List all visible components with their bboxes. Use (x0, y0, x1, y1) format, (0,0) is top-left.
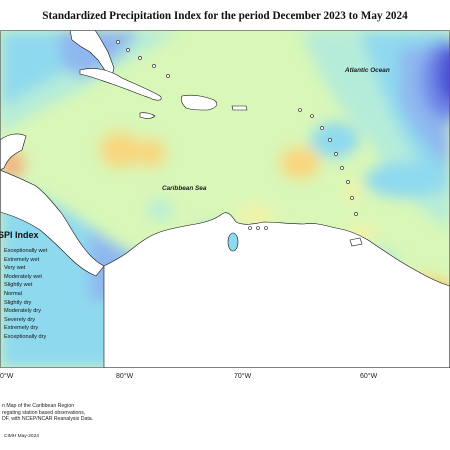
legend-item: Severely dry (4, 316, 36, 323)
lon-tick-0: 0°W (0, 373, 14, 380)
land-antilles-6 (340, 166, 344, 170)
legend-item: Slightly wet (4, 282, 33, 289)
label-caribbean-sea: Caribbean Sea (162, 185, 207, 192)
wet-zone-east-caribbean (311, 122, 359, 158)
land-mexico (0, 133, 27, 171)
legend-item: Very wet (4, 265, 26, 272)
copyright-note: CIMH May-2024 (4, 434, 39, 439)
legend-title: SPI Index (0, 230, 39, 240)
spi-map: Atlantic Ocean Caribbean Sea (0, 30, 450, 368)
wet-zone-antilles (365, 162, 445, 198)
lake-maracaibo (227, 232, 239, 252)
land-abc-1 (248, 226, 252, 230)
legend-item: Moderately wet (4, 273, 42, 280)
land-bahamas-4 (152, 64, 156, 68)
land-hispaniola (180, 94, 218, 111)
label-atlantic-ocean: Atlantic Ocean (344, 67, 390, 74)
land-antilles-8 (350, 196, 354, 200)
map-credit: n Map of the Caribbean Region regating st… (2, 403, 93, 423)
land-antilles-7 (346, 180, 350, 184)
land-antilles-4 (328, 138, 332, 142)
dry-zone-puerto-rico (280, 147, 320, 179)
dry-zone-hispaniola-west (134, 139, 166, 167)
land-antilles-9 (354, 212, 358, 216)
lon-tick-2: 70°W (234, 373, 252, 380)
credit-line: regating station based observations, (2, 409, 86, 416)
wet-core-east-max (438, 47, 450, 103)
land-south-america (103, 212, 450, 368)
land-central-america (0, 169, 105, 277)
land-jamaica (139, 112, 156, 119)
land-bahamas-5 (166, 74, 170, 78)
legend-item: Extremely wet (4, 256, 40, 263)
dry-zone-north-venezuela (237, 205, 273, 225)
legend-item: Normal (4, 290, 23, 297)
lon-tick-1: 80°W (116, 373, 134, 380)
land-antilles-1 (298, 108, 302, 112)
legend-item: Exceptionally dry (4, 333, 47, 340)
land-abc-3 (264, 226, 268, 230)
land-bahamas-3 (138, 56, 142, 60)
map-title: Standardized Precipitation Index for the… (42, 10, 408, 22)
land-puerto-rico (231, 105, 248, 111)
land-bahamas-1 (116, 40, 120, 44)
dry-zone-lesser-antilles (343, 183, 361, 201)
land-trinidad (349, 237, 363, 247)
land-antilles-5 (334, 152, 338, 156)
legend-item: Extremely dry (4, 325, 39, 332)
land-antilles-3 (320, 126, 324, 130)
land-masses (0, 30, 450, 368)
credit-line: DF, with NCEP/NCAR Reanalysis Data. (2, 416, 94, 423)
legend-item: Moderately dry (4, 308, 41, 315)
land-abc-2 (256, 226, 260, 230)
legend-item: Exceptionally wet (4, 248, 48, 254)
wet-zone-jamaica-south (148, 200, 172, 220)
credit-line: n Map of the Caribbean Region (2, 403, 75, 409)
land-cuba (79, 68, 162, 101)
land-bahamas-2 (126, 48, 130, 52)
lon-tick-3: 60°W (360, 373, 378, 380)
legend-items: Exceptionally wet Extremely wet Very wet Mo… (4, 247, 47, 342)
land-antilles-2 (310, 114, 314, 118)
legend-item: Slightly dry (4, 299, 32, 306)
dry-zone-cuba-haiti (100, 132, 140, 168)
